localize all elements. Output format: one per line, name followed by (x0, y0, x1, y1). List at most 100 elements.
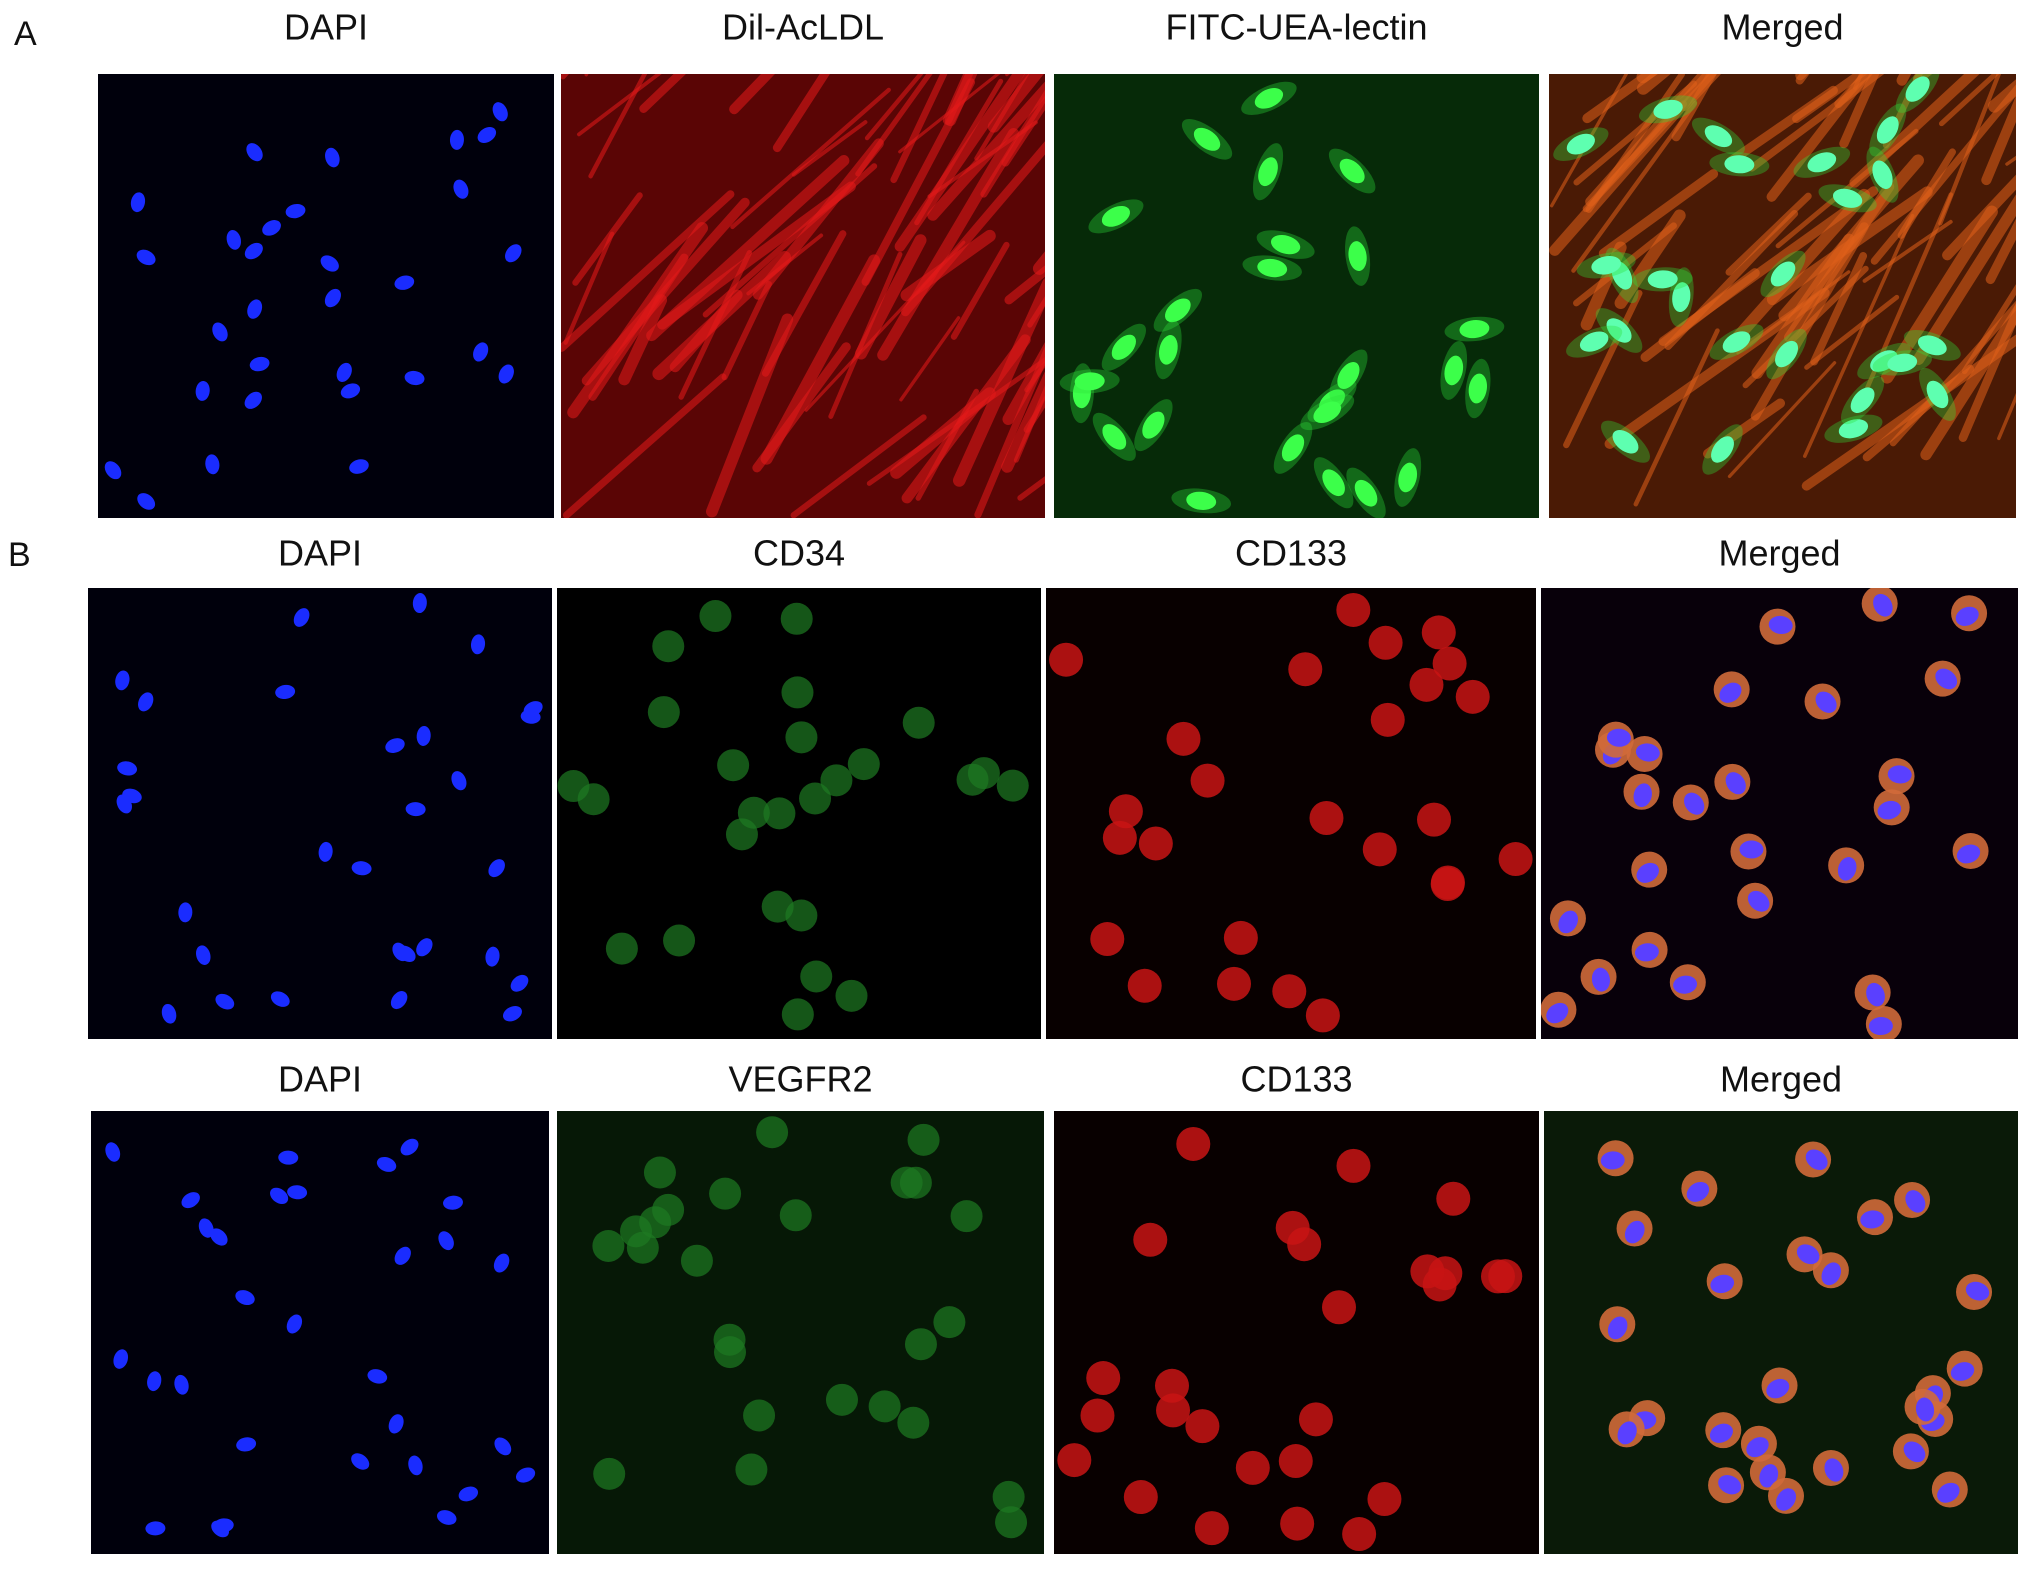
nucleus (247, 299, 263, 319)
fiber (1598, 169, 1719, 259)
nucleus (336, 362, 352, 382)
nucleus (270, 1187, 289, 1205)
nucleus (161, 1003, 177, 1024)
cell (1108, 794, 1143, 829)
fiber (1987, 79, 2016, 113)
nucleus (1824, 1458, 1844, 1482)
fiber (1897, 148, 1956, 239)
cell (1832, 188, 1863, 208)
nucleus (390, 991, 408, 1010)
cell (1876, 116, 1899, 144)
cell (835, 979, 868, 1012)
nucleus (1905, 1190, 1926, 1213)
cell (713, 1336, 746, 1369)
cell (1887, 353, 1918, 373)
cell (1254, 88, 1284, 109)
nucleus (1558, 910, 1579, 934)
nucleus (115, 670, 130, 691)
fiber (1938, 74, 2000, 127)
fiber (791, 120, 868, 177)
nucleus (293, 608, 310, 627)
nucleus (394, 275, 415, 290)
panel-title: CD133 (1235, 533, 1347, 574)
cell (950, 1200, 983, 1233)
cell (620, 1215, 653, 1248)
micrograph (557, 1111, 1044, 1554)
cell (592, 1229, 625, 1262)
cell (1305, 998, 1340, 1033)
cell (1313, 401, 1342, 423)
nucleus (270, 991, 290, 1007)
nucleus (492, 102, 508, 122)
fiber (1005, 74, 1011, 77)
nucleus (397, 945, 416, 963)
nucleus (1624, 1220, 1645, 1244)
cell (1165, 298, 1191, 323)
nucleus (494, 1437, 512, 1456)
cell (1049, 642, 1084, 677)
nucleus (1607, 1316, 1628, 1340)
cell (1409, 667, 1444, 702)
fiber (1725, 192, 1812, 276)
nucleus (505, 244, 522, 263)
fiber (1727, 361, 1837, 479)
nucleus (198, 1218, 214, 1238)
cell (1444, 355, 1464, 386)
nucleus (515, 1467, 536, 1483)
nucleus (449, 129, 464, 150)
nucleus (477, 126, 497, 143)
nucleus (502, 1006, 522, 1022)
nucleus (408, 1455, 423, 1476)
fiber (1913, 74, 1933, 84)
cell (1872, 160, 1893, 189)
cell (1127, 968, 1162, 1003)
nucleus (510, 974, 529, 992)
cell (1156, 1393, 1191, 1428)
nucleus (394, 1246, 411, 1265)
cell (1370, 702, 1405, 737)
image-background (557, 588, 1041, 1039)
nucleus (147, 1371, 162, 1392)
fiber (864, 74, 924, 141)
nucleus (211, 1520, 230, 1538)
nucleus (174, 1374, 189, 1395)
nucleus (1606, 728, 1631, 747)
cell (1653, 99, 1683, 119)
cell (820, 764, 853, 797)
cell (996, 769, 1029, 802)
cell (907, 1123, 940, 1156)
cell (1271, 234, 1301, 255)
nucleus (405, 802, 426, 817)
nucleus (351, 1453, 370, 1470)
cell (781, 676, 814, 709)
nucleus (1759, 1464, 1779, 1488)
nucleus (286, 1314, 303, 1334)
nucleus (458, 1486, 479, 1502)
nucleus (1746, 1437, 1769, 1458)
image-background (91, 1111, 549, 1554)
micrograph (561, 74, 1045, 518)
nucleus (1636, 862, 1659, 883)
cell (785, 721, 818, 754)
cell (1133, 1222, 1168, 1257)
cell (1647, 270, 1678, 289)
cell (1223, 920, 1258, 955)
fiber (1958, 302, 2016, 442)
nucleus (451, 771, 467, 791)
cell (737, 796, 770, 829)
panel-title: FITC-UEA-lectin (1165, 7, 1427, 48)
fiber (1013, 385, 1045, 463)
nucleus (367, 1369, 388, 1384)
nucleus (1868, 1017, 1893, 1036)
nucleus (195, 380, 210, 401)
fiber (1792, 74, 1868, 124)
nucleus (1956, 844, 1981, 864)
fiber (1633, 328, 1720, 507)
fiber (1563, 289, 1643, 449)
micrograph (557, 588, 1041, 1039)
nucleus (1937, 1482, 1960, 1503)
nucleus (1635, 743, 1660, 762)
fiber (1002, 342, 1045, 425)
cell (1432, 646, 1467, 681)
cell (1257, 258, 1288, 278)
